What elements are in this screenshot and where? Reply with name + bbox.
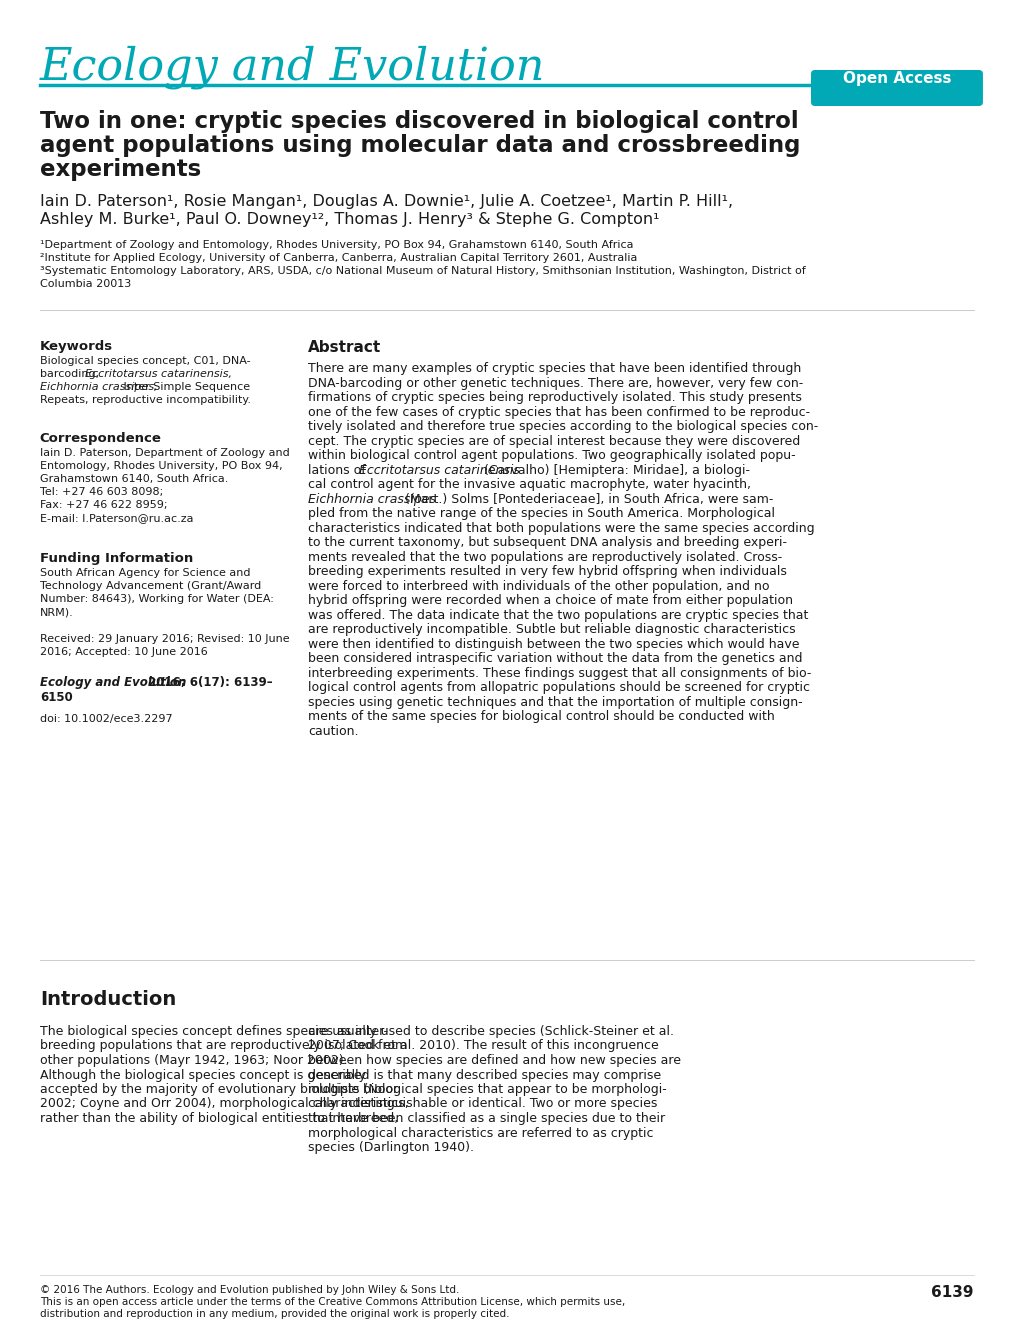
Text: NRM).: NRM).: [40, 607, 73, 616]
Text: morphological characteristics are referred to as cryptic: morphological characteristics are referr…: [308, 1127, 653, 1139]
Text: ments of the same species for biological control should be conducted with: ments of the same species for biological…: [308, 710, 774, 724]
Text: The biological species concept defines species as inter-: The biological species concept defines s…: [40, 1025, 387, 1038]
Text: 6139: 6139: [930, 1285, 973, 1300]
Text: cal control agent for the invasive aquatic macrophyte, water hyacinth,: cal control agent for the invasive aquat…: [308, 478, 750, 490]
Text: barcoding,: barcoding,: [40, 369, 102, 379]
Text: between how species are defined and how new species are: between how species are defined and how …: [308, 1055, 681, 1067]
FancyBboxPatch shape: [810, 70, 982, 106]
Text: was offered. The data indicate that the two populations are cryptic species that: was offered. The data indicate that the …: [308, 608, 808, 622]
Text: ²Institute for Applied Ecology, University of Canberra, Canberra, Australian Cap: ²Institute for Applied Ecology, Universi…: [40, 253, 637, 263]
Text: Biological species concept, C01, DNA-: Biological species concept, C01, DNA-: [40, 356, 250, 366]
Text: 2007; Cook et al. 2010). The result of this incongruence: 2007; Cook et al. 2010). The result of t…: [308, 1040, 658, 1052]
Text: © 2016 The Authors. Ecology and Evolution published by John Wiley & Sons Ltd.: © 2016 The Authors. Ecology and Evolutio…: [40, 1285, 459, 1294]
Text: Iain D. Paterson¹, Rosie Mangan¹, Douglas A. Downie¹, Julie A. Coetzee¹, Martin : Iain D. Paterson¹, Rosie Mangan¹, Dougla…: [40, 194, 733, 209]
Text: cally indistinguishable or identical. Two or more species: cally indistinguishable or identical. Tw…: [308, 1097, 657, 1111]
Text: hybrid offspring were recorded when a choice of mate from either population: hybrid offspring were recorded when a ch…: [308, 594, 793, 607]
Text: are usually used to describe species (Schlick-Steiner et al.: are usually used to describe species (Sc…: [308, 1025, 674, 1038]
Text: Correspondence: Correspondence: [40, 431, 161, 445]
Text: accepted by the majority of evolutionary biologists (Noor: accepted by the majority of evolutionary…: [40, 1083, 397, 1096]
Text: tively isolated and therefore true species according to the biological species c: tively isolated and therefore true speci…: [308, 419, 817, 433]
Text: other populations (Mayr 1942, 1963; Noor 2002).: other populations (Mayr 1942, 1963; Noor…: [40, 1055, 347, 1067]
Text: This is an open access article under the terms of the Creative Commons Attributi: This is an open access article under the…: [40, 1297, 625, 1306]
Text: (Mart.) Solms [Pontederiaceae], in South Africa, were sam-: (Mart.) Solms [Pontederiaceae], in South…: [400, 493, 772, 505]
Text: E-mail: I.Paterson@ru.ac.za: E-mail: I.Paterson@ru.ac.za: [40, 513, 193, 523]
Text: logical control agents from allopatric populations should be screened for crypti: logical control agents from allopatric p…: [308, 681, 809, 694]
Text: been considered intraspecific variation without the data from the genetics and: been considered intraspecific variation …: [308, 653, 802, 665]
Text: are reproductively incompatible. Subtle but reliable diagnostic characteristics: are reproductively incompatible. Subtle …: [308, 623, 795, 636]
Text: Technology Advancement (Grant/Award: Technology Advancement (Grant/Award: [40, 582, 261, 591]
Text: Iain D. Paterson, Department of Zoology and: Iain D. Paterson, Department of Zoology …: [40, 448, 289, 458]
Text: Introduction: Introduction: [40, 990, 176, 1009]
Text: Tel: +27 46 603 8098;: Tel: +27 46 603 8098;: [40, 486, 163, 497]
Text: were forced to interbreed with individuals of the other population, and no: were forced to interbreed with individua…: [308, 579, 769, 592]
Text: interbreeding experiments. These findings suggest that all consignments of bio-: interbreeding experiments. These finding…: [308, 666, 811, 679]
Text: one of the few cases of cryptic species that has been confirmed to be reproduc-: one of the few cases of cryptic species …: [308, 406, 809, 418]
Text: lations of: lations of: [308, 464, 370, 477]
Text: Fax: +27 46 622 8959;: Fax: +27 46 622 8959;: [40, 500, 167, 511]
Text: Although the biological species concept is generally: Although the biological species concept …: [40, 1068, 366, 1081]
Text: rather than the ability of biological entities to interbreed,: rather than the ability of biological en…: [40, 1112, 397, 1126]
Text: Eichhornia crassipes,: Eichhornia crassipes,: [40, 382, 157, 393]
Text: (Carvalho) [Hemiptera: Miridae], a biologi-: (Carvalho) [Hemiptera: Miridae], a biolo…: [480, 464, 749, 477]
Text: Ashley M. Burke¹, Paul O. Downey¹², Thomas J. Henry³ & Stephe G. Compton¹: Ashley M. Burke¹, Paul O. Downey¹², Thom…: [40, 212, 658, 226]
Text: distribution and reproduction in any medium, provided the original work is prope: distribution and reproduction in any med…: [40, 1309, 508, 1319]
Text: were then identified to distinguish between the two species which would have: were then identified to distinguish betw…: [308, 638, 799, 650]
Text: South African Agency for Science and: South African Agency for Science and: [40, 568, 250, 578]
Text: caution.: caution.: [308, 725, 359, 737]
Text: Open Access: Open Access: [842, 71, 951, 86]
Text: 2016; Accepted: 10 June 2016: 2016; Accepted: 10 June 2016: [40, 647, 207, 657]
Text: characteristics indicated that both populations were the same species according: characteristics indicated that both popu…: [308, 521, 814, 535]
Text: cept. The cryptic species are of special interest because they were discovered: cept. The cryptic species are of special…: [308, 434, 800, 448]
Text: species (Darlington 1940).: species (Darlington 1940).: [308, 1140, 474, 1154]
Text: experiments: experiments: [40, 158, 201, 181]
Text: firmations of cryptic species being reproductively isolated. This study presents: firmations of cryptic species being repr…: [308, 391, 801, 403]
Text: Entomology, Rhodes University, PO Box 94,: Entomology, Rhodes University, PO Box 94…: [40, 461, 282, 470]
Text: Eccritotarsus catarinensis: Eccritotarsus catarinensis: [359, 464, 520, 477]
Text: agent populations using molecular data and crossbreeding: agent populations using molecular data a…: [40, 134, 799, 157]
Text: described is that many described species may comprise: described is that many described species…: [308, 1068, 660, 1081]
Text: Keywords: Keywords: [40, 340, 113, 352]
Text: Eichhornia crassipes: Eichhornia crassipes: [308, 493, 436, 505]
Text: Inter Simple Sequence: Inter Simple Sequence: [120, 382, 250, 393]
Text: 2002; Coyne and Orr 2004), morphological characteristics,: 2002; Coyne and Orr 2004), morphological…: [40, 1097, 408, 1111]
Text: Ecology and Evolution: Ecology and Evolution: [40, 46, 544, 88]
Text: Repeats, reproductive incompatibility.: Repeats, reproductive incompatibility.: [40, 395, 251, 405]
Text: that have been classified as a single species due to their: that have been classified as a single sp…: [308, 1112, 664, 1126]
Text: Received: 29 January 2016; Revised: 10 June: Received: 29 January 2016; Revised: 10 J…: [40, 634, 289, 645]
Text: Two in one: cryptic species discovered in biological control: Two in one: cryptic species discovered i…: [40, 110, 798, 133]
Text: ³Systematic Entomology Laboratory, ARS, USDA, c/o National Museum of Natural His: ³Systematic Entomology Laboratory, ARS, …: [40, 267, 805, 276]
Text: Funding Information: Funding Information: [40, 552, 193, 565]
Text: Abstract: Abstract: [308, 340, 381, 355]
Text: doi: 10.1002/ece3.2297: doi: 10.1002/ece3.2297: [40, 714, 172, 724]
Text: multiple biological species that appear to be morphologi-: multiple biological species that appear …: [308, 1083, 666, 1096]
Text: Ecology and Evolution: Ecology and Evolution: [40, 675, 185, 689]
Text: There are many examples of cryptic species that have been identified through: There are many examples of cryptic speci…: [308, 362, 801, 375]
Text: breeding populations that are reproductively isolated from: breeding populations that are reproducti…: [40, 1040, 407, 1052]
Text: Columbia 20013: Columbia 20013: [40, 279, 130, 289]
Text: species using genetic techniques and that the importation of multiple consign-: species using genetic techniques and tha…: [308, 695, 802, 709]
Text: 2016; 6(17): 6139–: 2016; 6(17): 6139–: [144, 675, 272, 689]
Text: breeding experiments resulted in very few hybrid offspring when individuals: breeding experiments resulted in very fe…: [308, 565, 787, 578]
Text: Eccritotarsus catarinensis,: Eccritotarsus catarinensis,: [86, 369, 232, 379]
Text: ¹Department of Zoology and Entomology, Rhodes University, PO Box 94, Grahamstown: ¹Department of Zoology and Entomology, R…: [40, 240, 633, 251]
Text: 6150: 6150: [40, 691, 72, 704]
Text: DNA-barcoding or other genetic techniques. There are, however, very few con-: DNA-barcoding or other genetic technique…: [308, 377, 803, 390]
Text: Grahamstown 6140, South Africa.: Grahamstown 6140, South Africa.: [40, 474, 228, 484]
Text: pled from the native range of the species in South America. Morphological: pled from the native range of the specie…: [308, 507, 774, 520]
Text: to the current taxonomy, but subsequent DNA analysis and breeding experi-: to the current taxonomy, but subsequent …: [308, 536, 787, 549]
Text: Number: 84643), Working for Water (DEA:: Number: 84643), Working for Water (DEA:: [40, 594, 273, 604]
Text: within biological control agent populations. Two geographically isolated popu-: within biological control agent populati…: [308, 449, 795, 462]
Text: ments revealed that the two populations are reproductively isolated. Cross-: ments revealed that the two populations …: [308, 551, 782, 564]
